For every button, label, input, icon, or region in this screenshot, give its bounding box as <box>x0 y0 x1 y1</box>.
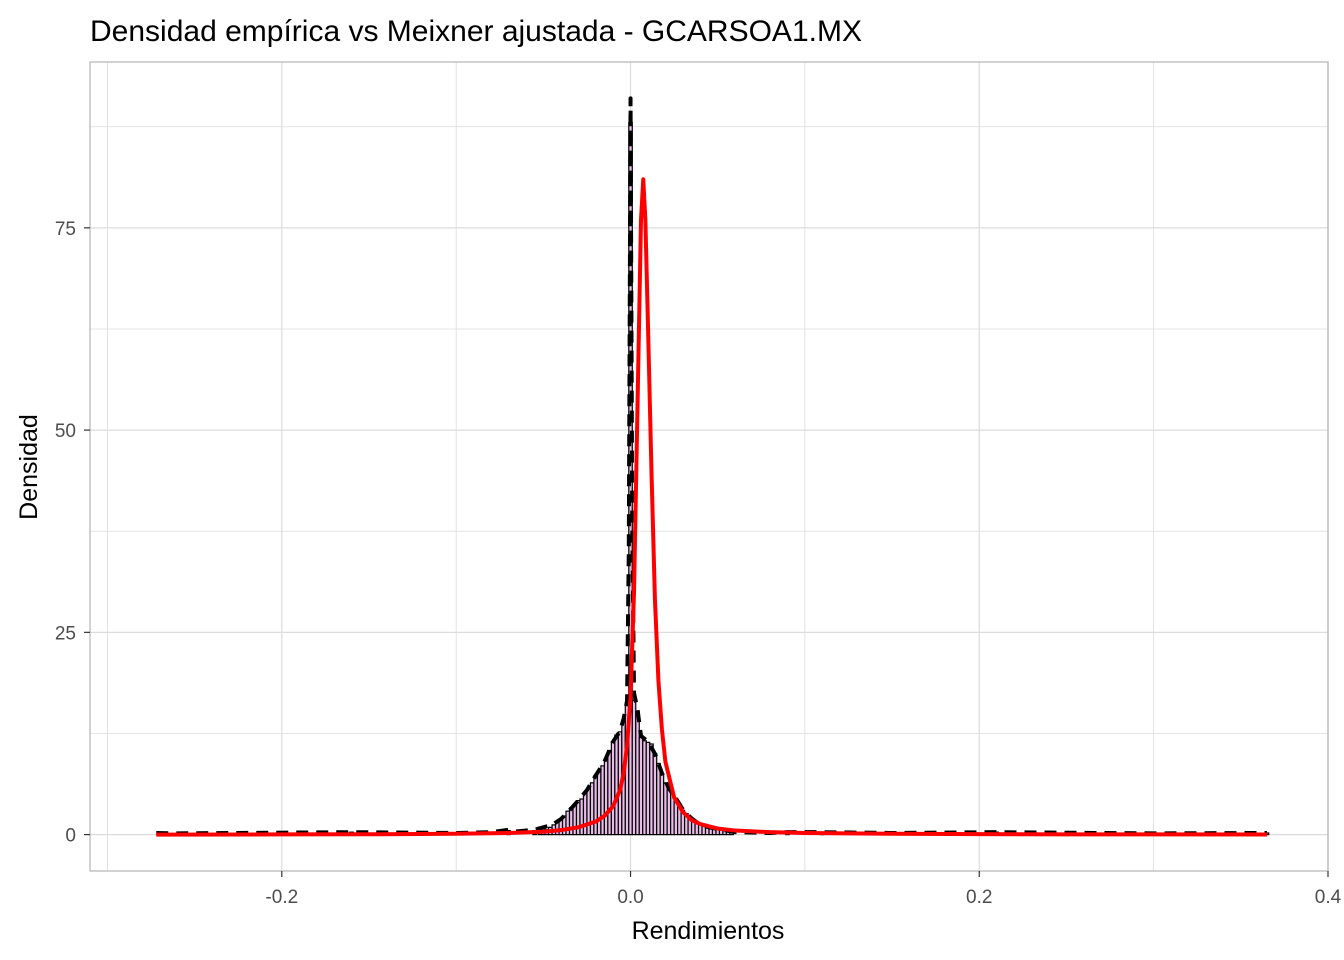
x-tick-label: -0.2 <box>265 887 298 908</box>
empirical-density-line <box>156 96 1267 836</box>
x-axis-label: Rendimientos <box>632 917 785 945</box>
y-axis-label: Densidad <box>15 414 43 520</box>
x-tick-label: 0.4 <box>1315 887 1342 908</box>
meixner-density-line <box>156 177 1267 837</box>
x-tick-label: 0.0 <box>617 887 643 908</box>
y-axis-ticks: 0 25 50 75 <box>55 219 90 847</box>
y-tick-label: 0 <box>65 826 76 847</box>
x-axis-ticks: -0.2 0.0 0.2 0.4 <box>265 871 1342 908</box>
x-tick-label: 0.2 <box>966 887 992 908</box>
y-tick-label: 75 <box>55 219 76 240</box>
y-tick-label: 25 <box>55 623 76 644</box>
density-lines <box>156 96 1267 837</box>
panel-border <box>89 61 1329 872</box>
histogram-bars <box>157 122 1270 836</box>
chart-title: Densidad empírica vs Meixner ajustada - … <box>90 15 862 48</box>
y-tick-label: 50 <box>55 421 76 442</box>
grid-lines <box>90 62 1329 871</box>
